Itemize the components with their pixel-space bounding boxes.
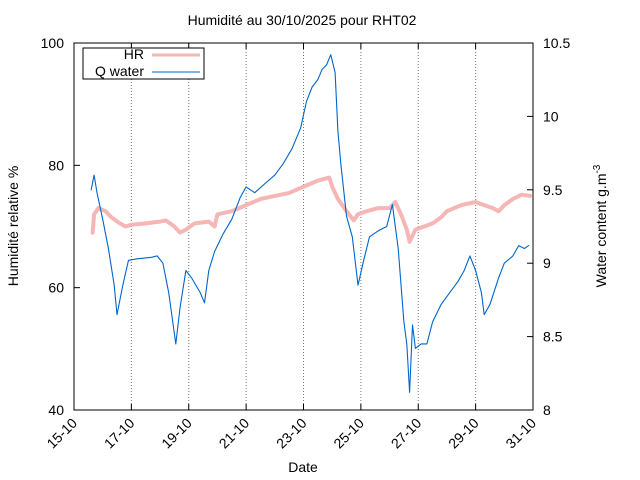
x-tick-label: 25-10 [330,415,367,452]
y-right-label-base: Water content g.m [593,174,609,288]
y-right-tick-label: 10.5 [543,35,570,51]
legend-label-qwater: Q water [95,63,144,79]
y-left-tick-label: 100 [41,35,65,51]
y-right-tick-label: 8 [543,402,551,418]
legend: HR Q water [82,46,205,80]
series-lines [90,54,533,393]
x-tick-label: 19-10 [158,415,195,452]
x-tick-label: 29-10 [445,415,482,452]
x-tick-label: 23-10 [273,415,310,452]
y-right-label-exponent: -3 [592,164,603,173]
y-left-tick-label: 60 [48,280,64,296]
y-right-tick-label: 9 [543,255,551,271]
y-right-axis-label: Water content g.m-3 [592,164,609,287]
y-right-tick-label: 10 [543,108,559,124]
x-tick-label: 15-10 [43,415,80,452]
y-right-tick-labels: 8 8.5 9 9.5 10 10.5 [543,35,570,418]
y-left-tick-label: 80 [48,157,64,173]
y-left-axis-label: Humidité relative % [5,166,21,287]
legend-box [82,47,205,80]
y-right-tick-label: 9.5 [543,182,563,198]
y-left-tick-label: 40 [48,402,64,418]
x-tick-label: 27-10 [388,415,425,452]
x-tick-label: 17-10 [101,415,138,452]
x-tick-label: 21-10 [216,415,253,452]
axis-ticks [73,42,534,411]
chart-title: Humidité au 30/10/2025 pour RHT02 [188,12,417,28]
series-line-qwater [90,54,530,393]
legend-label-hr: HR [124,46,144,62]
x-axis-label: Date [288,459,318,475]
y-left-tick-labels: 40 60 80 100 [41,35,65,418]
x-tick-label: 31-10 [502,415,539,452]
series-line-hr [90,175,533,244]
y-right-tick-label: 8.5 [543,329,563,345]
x-tick-labels: 15-10 17-10 19-10 21-10 23-10 25-10 27-10 29-10… [43,415,539,452]
